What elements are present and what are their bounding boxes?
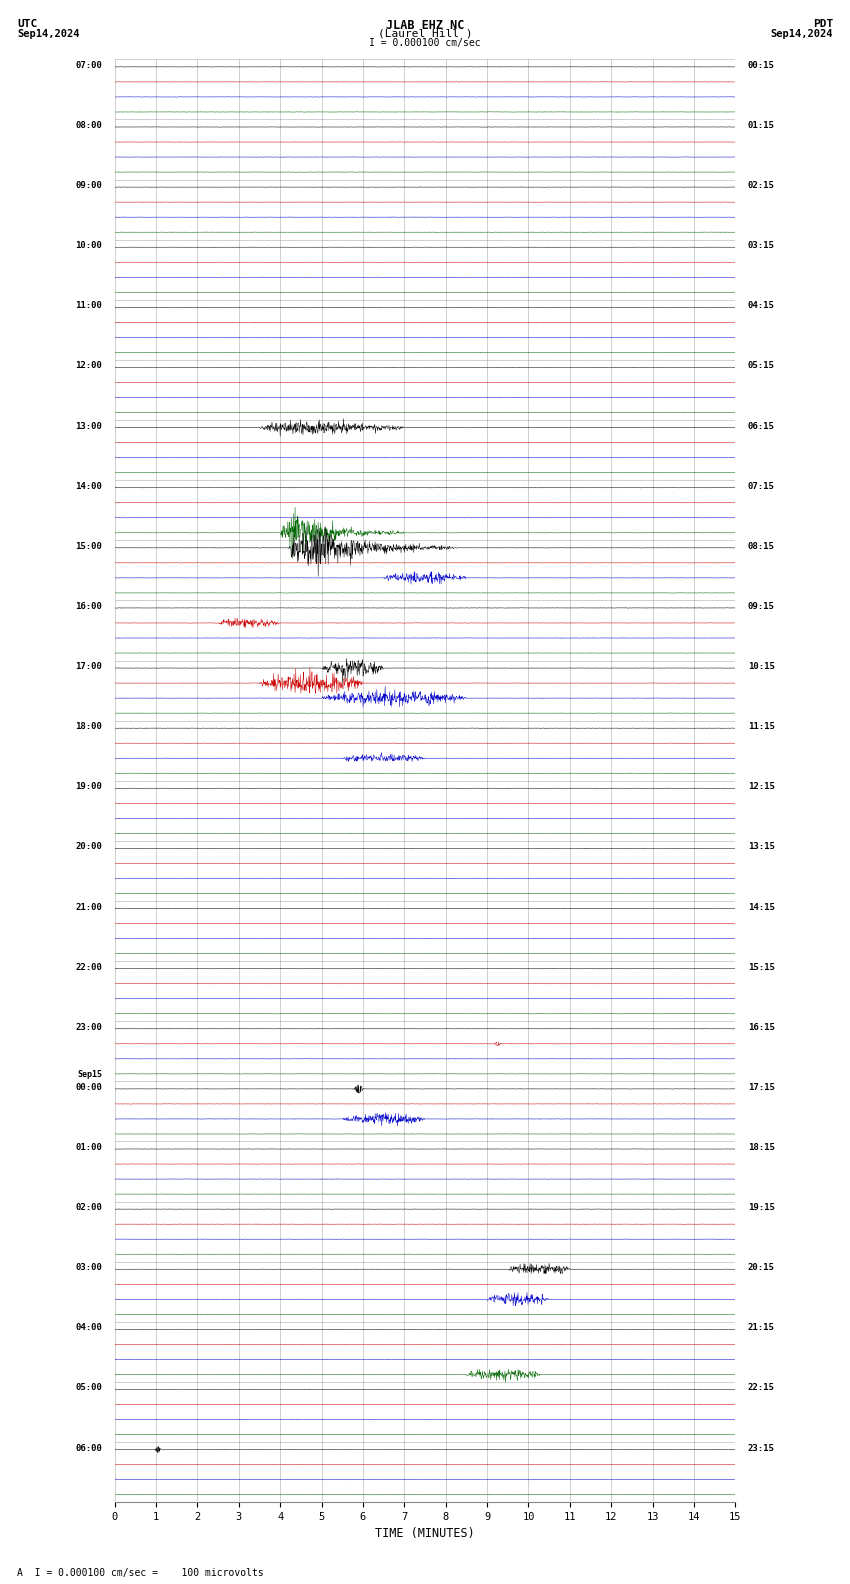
Text: 08:00: 08:00 [76, 120, 102, 130]
Text: 14:15: 14:15 [748, 903, 774, 911]
Text: 07:00: 07:00 [76, 60, 102, 70]
Text: 23:00: 23:00 [76, 1023, 102, 1031]
Text: 06:15: 06:15 [748, 421, 774, 431]
Text: 04:00: 04:00 [76, 1323, 102, 1332]
Text: Sep14,2024: Sep14,2024 [17, 29, 80, 38]
Text: 05:00: 05:00 [76, 1383, 102, 1392]
Text: 03:15: 03:15 [748, 241, 774, 250]
Text: 05:15: 05:15 [748, 361, 774, 371]
Text: PDT: PDT [813, 19, 833, 29]
Text: 19:15: 19:15 [748, 1204, 774, 1212]
Text: 21:00: 21:00 [76, 903, 102, 911]
Text: 20:00: 20:00 [76, 843, 102, 852]
Text: 03:00: 03:00 [76, 1262, 102, 1272]
Text: 14:00: 14:00 [76, 482, 102, 491]
Text: 01:00: 01:00 [76, 1144, 102, 1152]
Text: JLAB EHZ NC: JLAB EHZ NC [386, 19, 464, 32]
Text: 10:15: 10:15 [748, 662, 774, 672]
Text: 08:15: 08:15 [748, 542, 774, 551]
Text: 00:00: 00:00 [76, 1083, 102, 1091]
Text: Sep15: Sep15 [77, 1071, 102, 1079]
Text: 17:00: 17:00 [76, 662, 102, 672]
Text: 13:00: 13:00 [76, 421, 102, 431]
Text: 16:00: 16:00 [76, 602, 102, 611]
Text: 09:00: 09:00 [76, 181, 102, 190]
Text: Sep14,2024: Sep14,2024 [770, 29, 833, 38]
Text: 02:00: 02:00 [76, 1204, 102, 1212]
Text: UTC: UTC [17, 19, 37, 29]
Text: 12:00: 12:00 [76, 361, 102, 371]
Text: I = 0.000100 cm/sec: I = 0.000100 cm/sec [369, 38, 481, 48]
Text: (Laurel Hill ): (Laurel Hill ) [377, 29, 473, 38]
Text: 07:15: 07:15 [748, 482, 774, 491]
Text: 09:15: 09:15 [748, 602, 774, 611]
Text: 19:00: 19:00 [76, 782, 102, 792]
Text: 04:15: 04:15 [748, 301, 774, 310]
Text: 18:15: 18:15 [748, 1144, 774, 1152]
Text: 10:00: 10:00 [76, 241, 102, 250]
Text: 15:00: 15:00 [76, 542, 102, 551]
Text: 11:15: 11:15 [748, 722, 774, 732]
Text: 21:15: 21:15 [748, 1323, 774, 1332]
Text: 15:15: 15:15 [748, 963, 774, 971]
Text: 22:00: 22:00 [76, 963, 102, 971]
Text: 22:15: 22:15 [748, 1383, 774, 1392]
Text: 17:15: 17:15 [748, 1083, 774, 1091]
Text: 13:15: 13:15 [748, 843, 774, 852]
Text: 02:15: 02:15 [748, 181, 774, 190]
Text: 06:00: 06:00 [76, 1443, 102, 1453]
Text: 20:15: 20:15 [748, 1262, 774, 1272]
Text: 12:15: 12:15 [748, 782, 774, 792]
Text: 01:15: 01:15 [748, 120, 774, 130]
Text: 00:15: 00:15 [748, 60, 774, 70]
Text: 18:00: 18:00 [76, 722, 102, 732]
Text: 11:00: 11:00 [76, 301, 102, 310]
Text: 16:15: 16:15 [748, 1023, 774, 1031]
X-axis label: TIME (MINUTES): TIME (MINUTES) [375, 1527, 475, 1541]
Text: 23:15: 23:15 [748, 1443, 774, 1453]
Text: A  I = 0.000100 cm/sec =    100 microvolts: A I = 0.000100 cm/sec = 100 microvolts [17, 1568, 264, 1578]
